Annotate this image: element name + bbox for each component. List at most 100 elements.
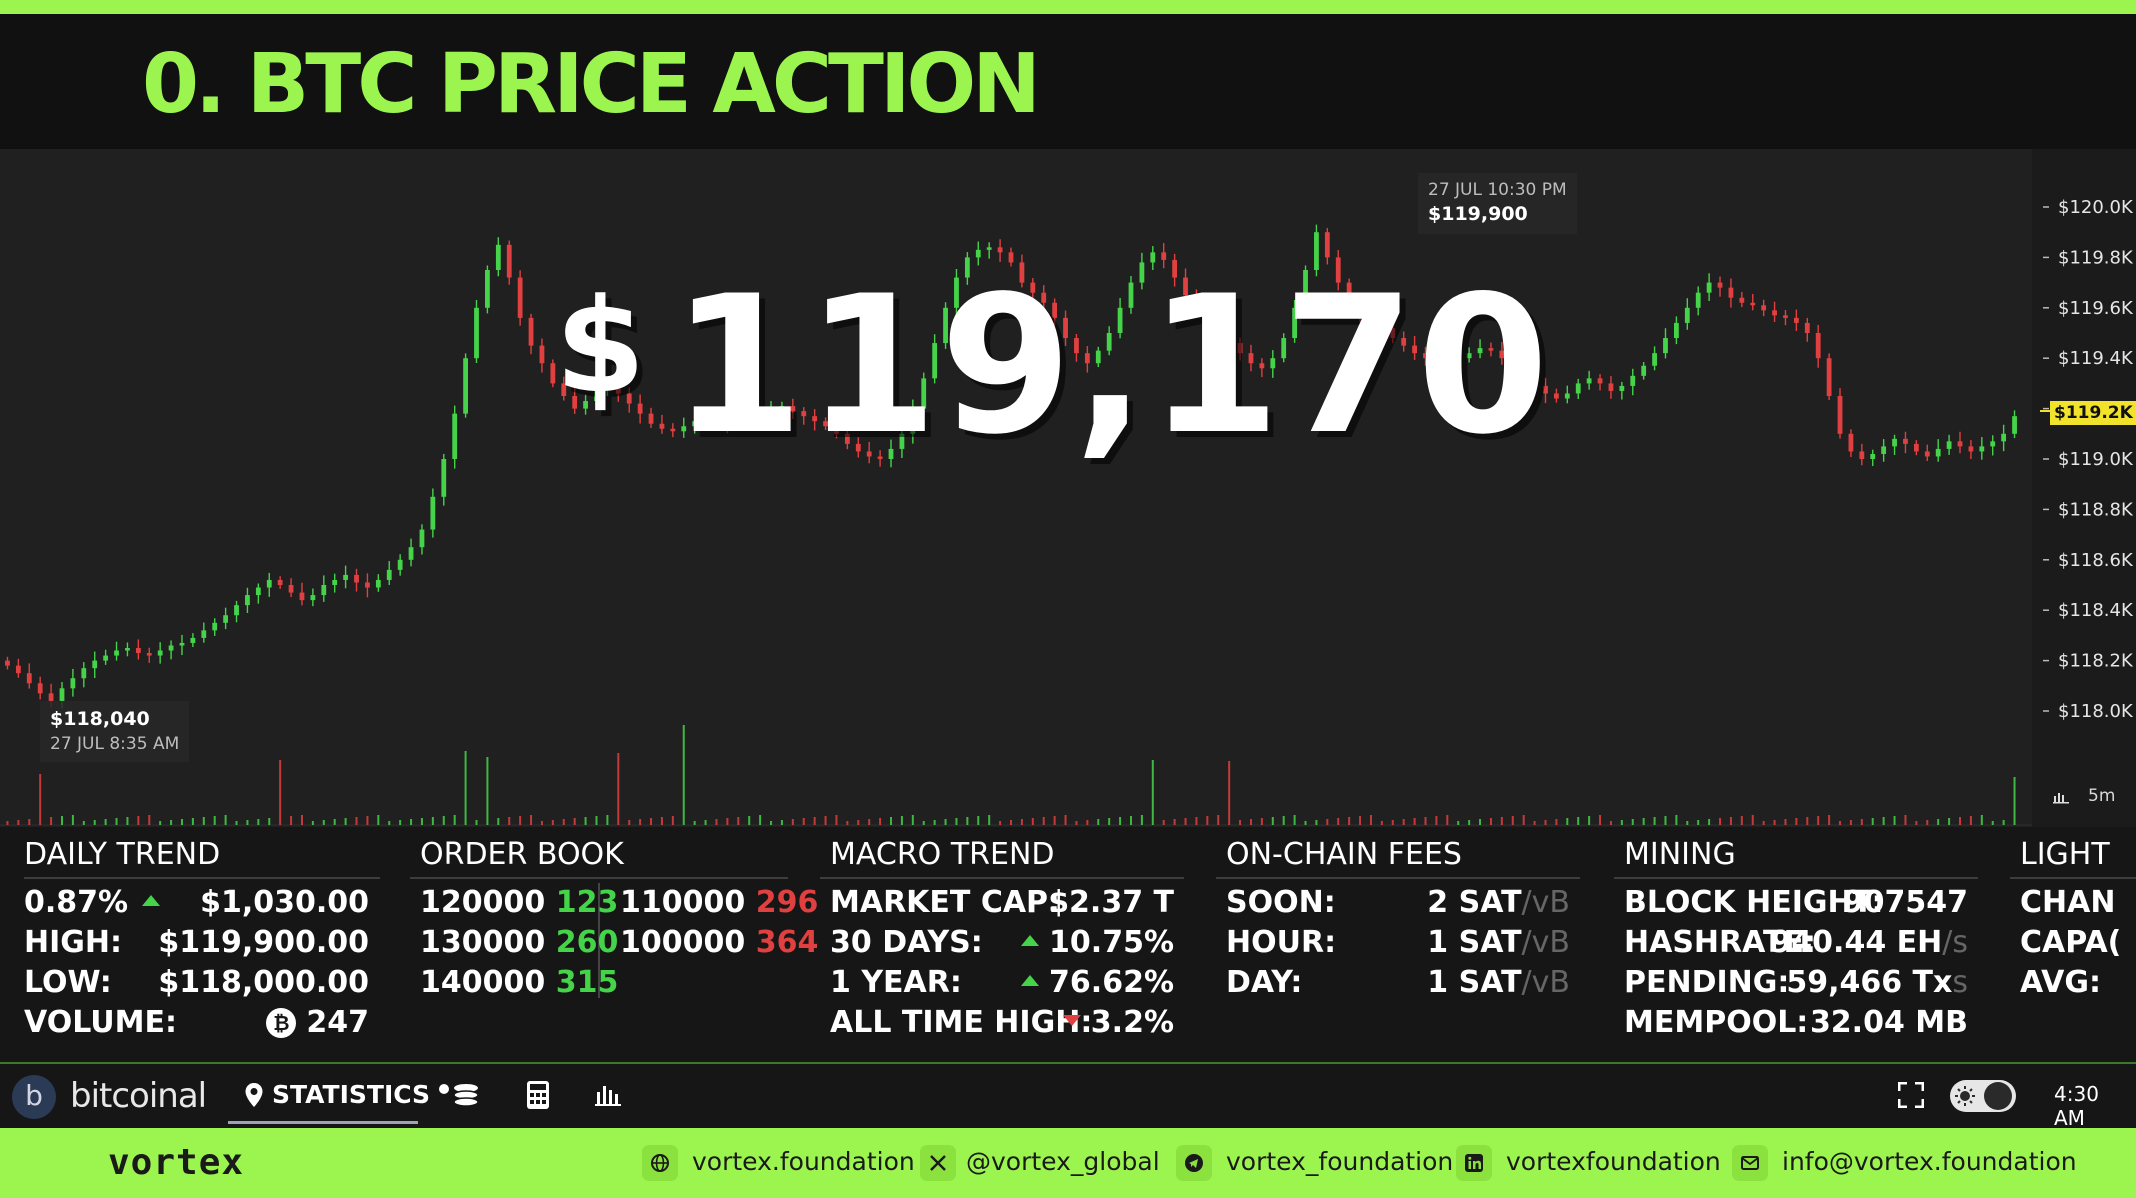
moon-icon bbox=[1984, 1082, 2012, 1110]
volume-bar bbox=[191, 818, 194, 825]
volume-bar bbox=[1926, 820, 1929, 825]
candle-body bbox=[528, 317, 534, 346]
volume-bar bbox=[1609, 821, 1612, 825]
volume-bar bbox=[879, 818, 882, 825]
mempool-row: MEMPOOL: 32.04 MB bbox=[1624, 1005, 1968, 1040]
volume-bar bbox=[322, 820, 325, 825]
volume-bar bbox=[1948, 818, 1951, 825]
candle-body bbox=[365, 582, 370, 588]
candle-body bbox=[735, 423, 741, 427]
fullscreen-icon[interactable] bbox=[1898, 1082, 1924, 1108]
volume-bar bbox=[1402, 819, 1405, 825]
candle-body bbox=[1575, 383, 1581, 394]
candle-body bbox=[48, 693, 54, 701]
candle-body bbox=[277, 579, 283, 585]
candle-body bbox=[1248, 353, 1254, 364]
candle-body bbox=[659, 423, 665, 429]
volume-bar bbox=[257, 819, 260, 825]
candle-body bbox=[135, 648, 141, 654]
arrow-up-icon bbox=[1021, 975, 1040, 986]
volume-bar bbox=[300, 815, 303, 825]
bar-chart-icon[interactable] bbox=[2053, 790, 2069, 804]
candle-body bbox=[1128, 282, 1134, 308]
daily-high-label: HIGH: bbox=[24, 925, 122, 960]
volume-bar bbox=[1555, 819, 1558, 825]
y-tick-label: $119.8K bbox=[2058, 247, 2134, 268]
arrow-down-icon bbox=[1062, 1015, 1081, 1026]
volume-bar bbox=[704, 820, 707, 825]
high-callout-price: $119,900 bbox=[1428, 202, 1528, 225]
volume-bar bbox=[333, 819, 336, 825]
volume-bar bbox=[410, 819, 413, 825]
candle-body bbox=[768, 408, 774, 414]
coins-icon[interactable] bbox=[436, 1080, 482, 1110]
bar-chart-icon[interactable] bbox=[594, 1080, 622, 1108]
capacity-label: CAPA( bbox=[2020, 925, 2122, 960]
volume-bar bbox=[1577, 817, 1580, 825]
candle-body bbox=[1401, 338, 1407, 346]
volume-bar bbox=[660, 817, 663, 825]
vortex-logo[interactable]: vortex bbox=[108, 1142, 245, 1183]
volume-bar bbox=[442, 816, 445, 825]
candle-body bbox=[626, 393, 632, 404]
volume-bar bbox=[835, 815, 838, 825]
candle-body bbox=[1390, 327, 1396, 339]
calculator-icon[interactable] bbox=[526, 1080, 550, 1110]
divider bbox=[1614, 877, 1978, 879]
candle-body bbox=[452, 413, 458, 459]
lightning-panel: LIGHT CHAN CAPA( AVG: bbox=[2010, 827, 2136, 1062]
candle-body bbox=[1303, 270, 1308, 308]
tab-statistics[interactable]: STATISTICS bbox=[228, 1064, 430, 1124]
candle-body bbox=[1314, 232, 1319, 270]
volume-bar bbox=[366, 816, 369, 825]
price-chart[interactable]: $120.0K $119.8K $119.6K $119.4K $119.2K $119.… bbox=[0, 149, 2136, 827]
bitcoinal-logo-icon[interactable]: b bbox=[12, 1075, 56, 1119]
volume-bar bbox=[726, 818, 729, 825]
candle-body bbox=[1543, 385, 1548, 394]
theme-toggle[interactable] bbox=[1950, 1080, 2016, 1112]
daily-change-pct: 0.87% bbox=[24, 885, 170, 920]
candle-body bbox=[474, 307, 479, 359]
order-book-title: ORDER BOOK bbox=[420, 837, 624, 872]
volume-bar bbox=[290, 816, 293, 825]
candle-body bbox=[375, 579, 381, 588]
y-axis-panel bbox=[2032, 149, 2136, 827]
candle-body bbox=[1957, 441, 1963, 447]
volume-bar bbox=[2002, 820, 2005, 825]
candle-body bbox=[746, 421, 752, 427]
volume-bar bbox=[617, 753, 620, 825]
high-callout: 27 JUL 10:30 PM $119,900 bbox=[1418, 173, 1577, 234]
candle-body bbox=[1750, 302, 1756, 306]
volume-bar bbox=[682, 725, 685, 825]
volume-bar bbox=[770, 821, 773, 825]
y-tick-label: $119.4K bbox=[2058, 348, 2134, 369]
macro-trend-title: MACRO TREND bbox=[830, 837, 1055, 872]
candle-body bbox=[266, 579, 272, 588]
volume-bar bbox=[1260, 818, 1263, 825]
candle-body bbox=[37, 683, 43, 694]
volume-bar bbox=[311, 821, 314, 825]
volume-bar bbox=[148, 815, 151, 825]
volume-bar bbox=[530, 815, 533, 825]
volume-bar bbox=[464, 751, 467, 825]
volume-bar bbox=[60, 816, 63, 825]
fee-hour-row: HOUR: 1 SAT/vB bbox=[1226, 925, 1570, 960]
daily-trend-title: DAILY TREND bbox=[24, 837, 221, 872]
bitcoinal-brand[interactable]: bitcoinal bbox=[70, 1076, 207, 1116]
volume-bar bbox=[1959, 817, 1962, 825]
candle-body bbox=[1739, 297, 1745, 303]
volume-bar bbox=[1511, 816, 1514, 825]
divider bbox=[24, 877, 380, 879]
candle-body bbox=[1521, 365, 1527, 376]
candle-body bbox=[485, 270, 490, 308]
candlestick-chart[interactable] bbox=[0, 149, 2136, 827]
volume-bar bbox=[268, 818, 271, 825]
volume-bar bbox=[944, 819, 947, 825]
volume-bar bbox=[1991, 821, 1994, 825]
volume-bar bbox=[1871, 818, 1874, 825]
candle-body bbox=[1292, 307, 1298, 339]
candle-body bbox=[1063, 317, 1068, 339]
volume-bar bbox=[246, 820, 249, 825]
volume-bar bbox=[1915, 821, 1918, 825]
interval-selector[interactable]: 5m bbox=[2088, 786, 2116, 806]
